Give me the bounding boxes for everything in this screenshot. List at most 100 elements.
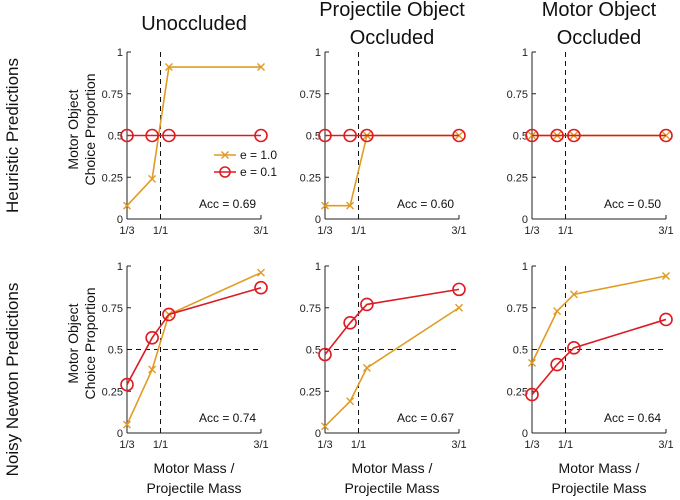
marker-x	[148, 365, 157, 374]
marker-x	[148, 174, 157, 183]
x-tick-label: 1/3	[524, 225, 539, 237]
x-tick-label: 1/1	[351, 439, 366, 451]
y-tick-label: 0.5	[513, 131, 528, 143]
x-tick-label: 3/1	[658, 225, 673, 237]
y-tick-label: 0	[315, 214, 321, 226]
x-axis-label: Projectile Mass	[147, 480, 242, 496]
marker-x	[321, 422, 329, 431]
marker-circle	[343, 128, 357, 143]
marker-circle	[525, 387, 539, 402]
y-tick-label: 0.25	[102, 386, 123, 398]
y-axis-label: Motor Object	[65, 89, 81, 169]
legend-label: e = 1.0	[240, 148, 277, 162]
x-tick-label: 3/1	[253, 439, 268, 451]
y-tick-label: 0.25	[300, 386, 321, 398]
panel-0-1: 0 0.25 0.5 0.75 1 1/3 1/1 3/1 Acc = 0.60	[300, 47, 467, 237]
panel-1-2: 0 0.25 0.5 0.75 1 1/3 1/1 3/1 Acc = 0.64	[507, 261, 674, 451]
marker-x	[164, 63, 173, 72]
x-axis-label: Motor Mass /	[154, 460, 235, 476]
legend-marker-x	[221, 151, 229, 159]
marker-x	[123, 201, 131, 210]
accuracy-label: Acc = 0.64	[604, 411, 661, 425]
column-title: Unoccluded	[141, 13, 247, 35]
row-title: Heuristic Predictions	[3, 58, 22, 213]
y-tick-label: 1	[522, 261, 528, 273]
marker-circle	[452, 128, 466, 143]
y-tick-label: 0.75	[507, 303, 528, 315]
marker-x	[362, 363, 371, 372]
series-line-e1	[325, 134, 459, 207]
legend-label: e = 0.1	[240, 165, 277, 179]
x-tick-label: 1/1	[153, 439, 168, 451]
y-tick-label: 1	[315, 47, 321, 59]
x-tick-label: 1/1	[558, 225, 573, 237]
x-tick-label: 3/1	[253, 225, 268, 237]
column-title: Projectile Object	[319, 0, 465, 21]
y-axis-label: Choice Proportion	[82, 73, 98, 185]
x-tick-label: 1/3	[317, 225, 332, 237]
y-tick-label: 1	[117, 261, 123, 273]
x-tick-label: 1/3	[119, 439, 134, 451]
column-title: Occluded	[350, 27, 435, 49]
y-tick-label: 0	[117, 214, 123, 226]
marker-x	[321, 201, 329, 210]
y-tick-label: 0.5	[306, 131, 321, 143]
y-tick-label: 0.75	[300, 89, 321, 101]
x-tick-label: 1/3	[119, 225, 134, 237]
y-tick-label: 0	[522, 428, 528, 440]
accuracy-label: Acc = 0.74	[199, 411, 256, 425]
y-tick-label: 0.25	[102, 172, 123, 184]
marker-x	[346, 201, 355, 210]
marker-circle	[254, 128, 268, 143]
marker-circle	[550, 357, 564, 372]
marker-circle	[659, 128, 673, 143]
marker-circle	[360, 128, 374, 143]
series-line-e1	[126, 271, 262, 425]
x-tick-label: 1/3	[317, 439, 332, 451]
legend: e = 1.0 e = 0.1	[211, 144, 277, 182]
y-tick-label: 0.75	[507, 89, 528, 101]
panels-layer: 0 0.25 0.5 0.75 1 1/3 1/1 3/1 Acc = 0.69 0 0.25 0.5…	[102, 47, 674, 451]
marker-x	[455, 303, 463, 312]
panel-0-2: 0 0.25 0.5 0.75 1 1/3 1/1 3/1 Acc = 0.50	[507, 47, 674, 237]
legend-marker-circle	[219, 166, 231, 178]
y-tick-label: 0	[117, 428, 123, 440]
accuracy-label: Acc = 0.67	[397, 411, 454, 425]
marker-circle	[120, 128, 134, 143]
y-tick-label: 0.25	[300, 172, 321, 184]
marker-circle	[360, 297, 374, 312]
marker-circle	[145, 128, 159, 143]
x-axis-label: Projectile Mass	[552, 480, 647, 496]
y-tick-label: 0	[522, 214, 528, 226]
x-axis-label: Motor Mass /	[559, 460, 640, 476]
marker-circle	[120, 377, 134, 392]
y-tick-label: 0.25	[507, 386, 528, 398]
y-axis-label: Motor Object	[65, 303, 81, 383]
y-tick-label: 0.5	[108, 345, 123, 357]
panel-0-0: 0 0.25 0.5 0.75 1 1/3 1/1 3/1 Acc = 0.69	[102, 47, 269, 237]
marker-circle	[145, 331, 159, 345]
panel-1-1: 0 0.25 0.5 0.75 1 1/3 1/1 3/1 Acc = 0.67	[300, 261, 467, 451]
marker-circle	[550, 128, 564, 143]
marker-circle	[254, 280, 268, 295]
panel-1-0: 0 0.25 0.5 0.75 1 1/3 1/1 3/1 Acc = 0.74	[102, 261, 269, 451]
marker-circle	[318, 347, 332, 362]
x-tick-label: 1/1	[351, 225, 366, 237]
marker-circle	[162, 307, 176, 322]
accuracy-label: Acc = 0.50	[604, 197, 661, 211]
series-line-e01	[531, 318, 667, 396]
marker-circle	[343, 315, 357, 330]
series-line-e1	[531, 275, 667, 364]
y-tick-label: 1	[522, 47, 528, 59]
x-tick-label: 1/1	[558, 439, 573, 451]
y-tick-label: 0.5	[513, 345, 528, 357]
marker-x	[123, 420, 131, 429]
y-tick-label: 0.5	[306, 345, 321, 357]
y-tick-label: 0.75	[300, 303, 321, 315]
marker-circle	[318, 128, 332, 143]
series-line-e1	[126, 66, 261, 207]
marker-circle	[162, 128, 176, 143]
marker-circle	[452, 282, 466, 297]
series-line-e1	[324, 307, 460, 427]
